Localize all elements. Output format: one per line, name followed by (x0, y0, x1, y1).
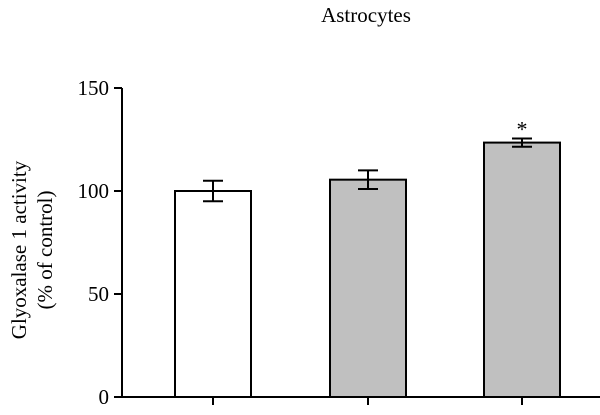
y-axis-label-line-2: (% of control) (33, 191, 57, 310)
y-tick-label-100: 100 (78, 179, 110, 203)
y-axis-label: Glyoxalase 1 activity (% of control) (7, 160, 57, 339)
y-tick-label-0: 0 (99, 385, 110, 409)
y-tick-label-50: 50 (88, 282, 109, 306)
bar-3 (483, 141, 561, 398)
chart-title: Astrocytes (321, 3, 411, 27)
bar-1 (174, 190, 252, 398)
bar-2 (329, 178, 407, 398)
significance-marker-3: * (517, 116, 528, 141)
y-axis-label-line-1: Glyoxalase 1 activity (7, 160, 31, 339)
plot-area: 0 50 100 150 * (78, 76, 600, 409)
y-tick-label-150: 150 (78, 76, 110, 100)
